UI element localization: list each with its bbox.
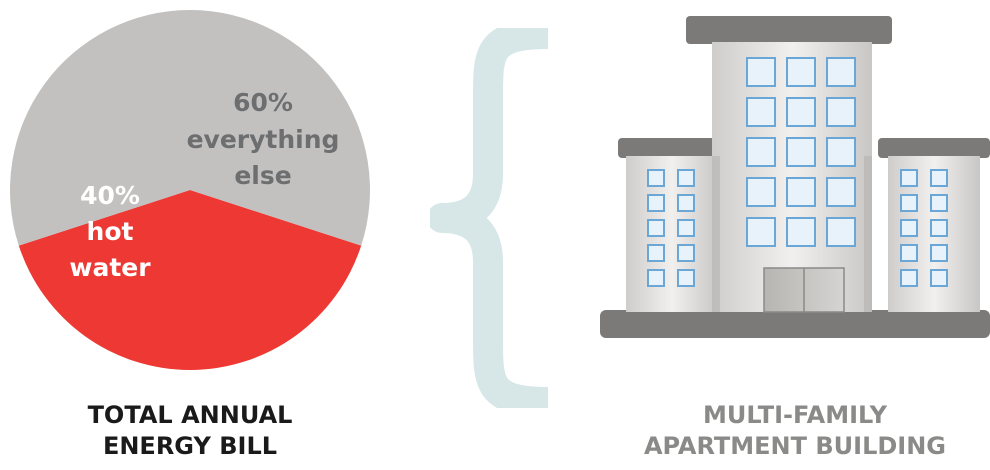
hot-water-label-line-2: water <box>69 253 151 282</box>
window <box>677 169 695 187</box>
window <box>647 194 665 212</box>
window <box>786 137 816 167</box>
window <box>900 269 918 287</box>
window <box>930 169 948 187</box>
window <box>786 97 816 127</box>
hot-water-pct-label: 40% <box>80 181 140 210</box>
window <box>677 219 695 237</box>
hot-water-label-line-1: hot <box>87 217 134 246</box>
window <box>647 269 665 287</box>
window <box>677 194 695 212</box>
window <box>826 177 856 207</box>
window <box>826 97 856 127</box>
window <box>930 244 948 262</box>
everything-else-pct-label: 60% <box>233 88 293 117</box>
pie-caption-line-1: TOTAL ANNUAL <box>87 401 293 429</box>
pie-slice-hot-water <box>18 190 362 370</box>
window <box>786 217 816 247</box>
window <box>677 244 695 262</box>
window <box>900 219 918 237</box>
building-caption-line-1: MULTI-FAMILY <box>703 401 887 429</box>
window <box>930 194 948 212</box>
window <box>647 169 665 187</box>
window <box>677 269 695 287</box>
everything-else-label-line-1: everything <box>187 125 340 154</box>
window <box>826 217 856 247</box>
pie-caption-line-2: ENERGY BILL <box>102 432 278 460</box>
apartment-building-icon <box>600 16 990 338</box>
window <box>746 177 776 207</box>
window <box>826 137 856 167</box>
window <box>746 57 776 87</box>
window <box>900 244 918 262</box>
building-caption: MULTI-FAMILY APARTMENT BUILDING <box>600 400 990 462</box>
window <box>746 137 776 167</box>
window <box>826 57 856 87</box>
pie-slice-everything-else <box>9 9 371 246</box>
window <box>900 194 918 212</box>
window <box>746 217 776 247</box>
curly-brace-icon <box>430 28 549 408</box>
window <box>746 97 776 127</box>
window <box>900 169 918 187</box>
window <box>930 269 948 287</box>
window <box>786 177 816 207</box>
energy-bill-pie-chart: 40% hot water 60% everything else <box>9 9 371 370</box>
building-caption-line-2: APARTMENT BUILDING <box>643 432 947 460</box>
window <box>930 219 948 237</box>
window <box>786 57 816 87</box>
everything-else-label-line-2: else <box>234 161 291 190</box>
pie-caption: TOTAL ANNUAL ENERGY BILL <box>40 400 340 462</box>
window <box>647 219 665 237</box>
window <box>647 244 665 262</box>
